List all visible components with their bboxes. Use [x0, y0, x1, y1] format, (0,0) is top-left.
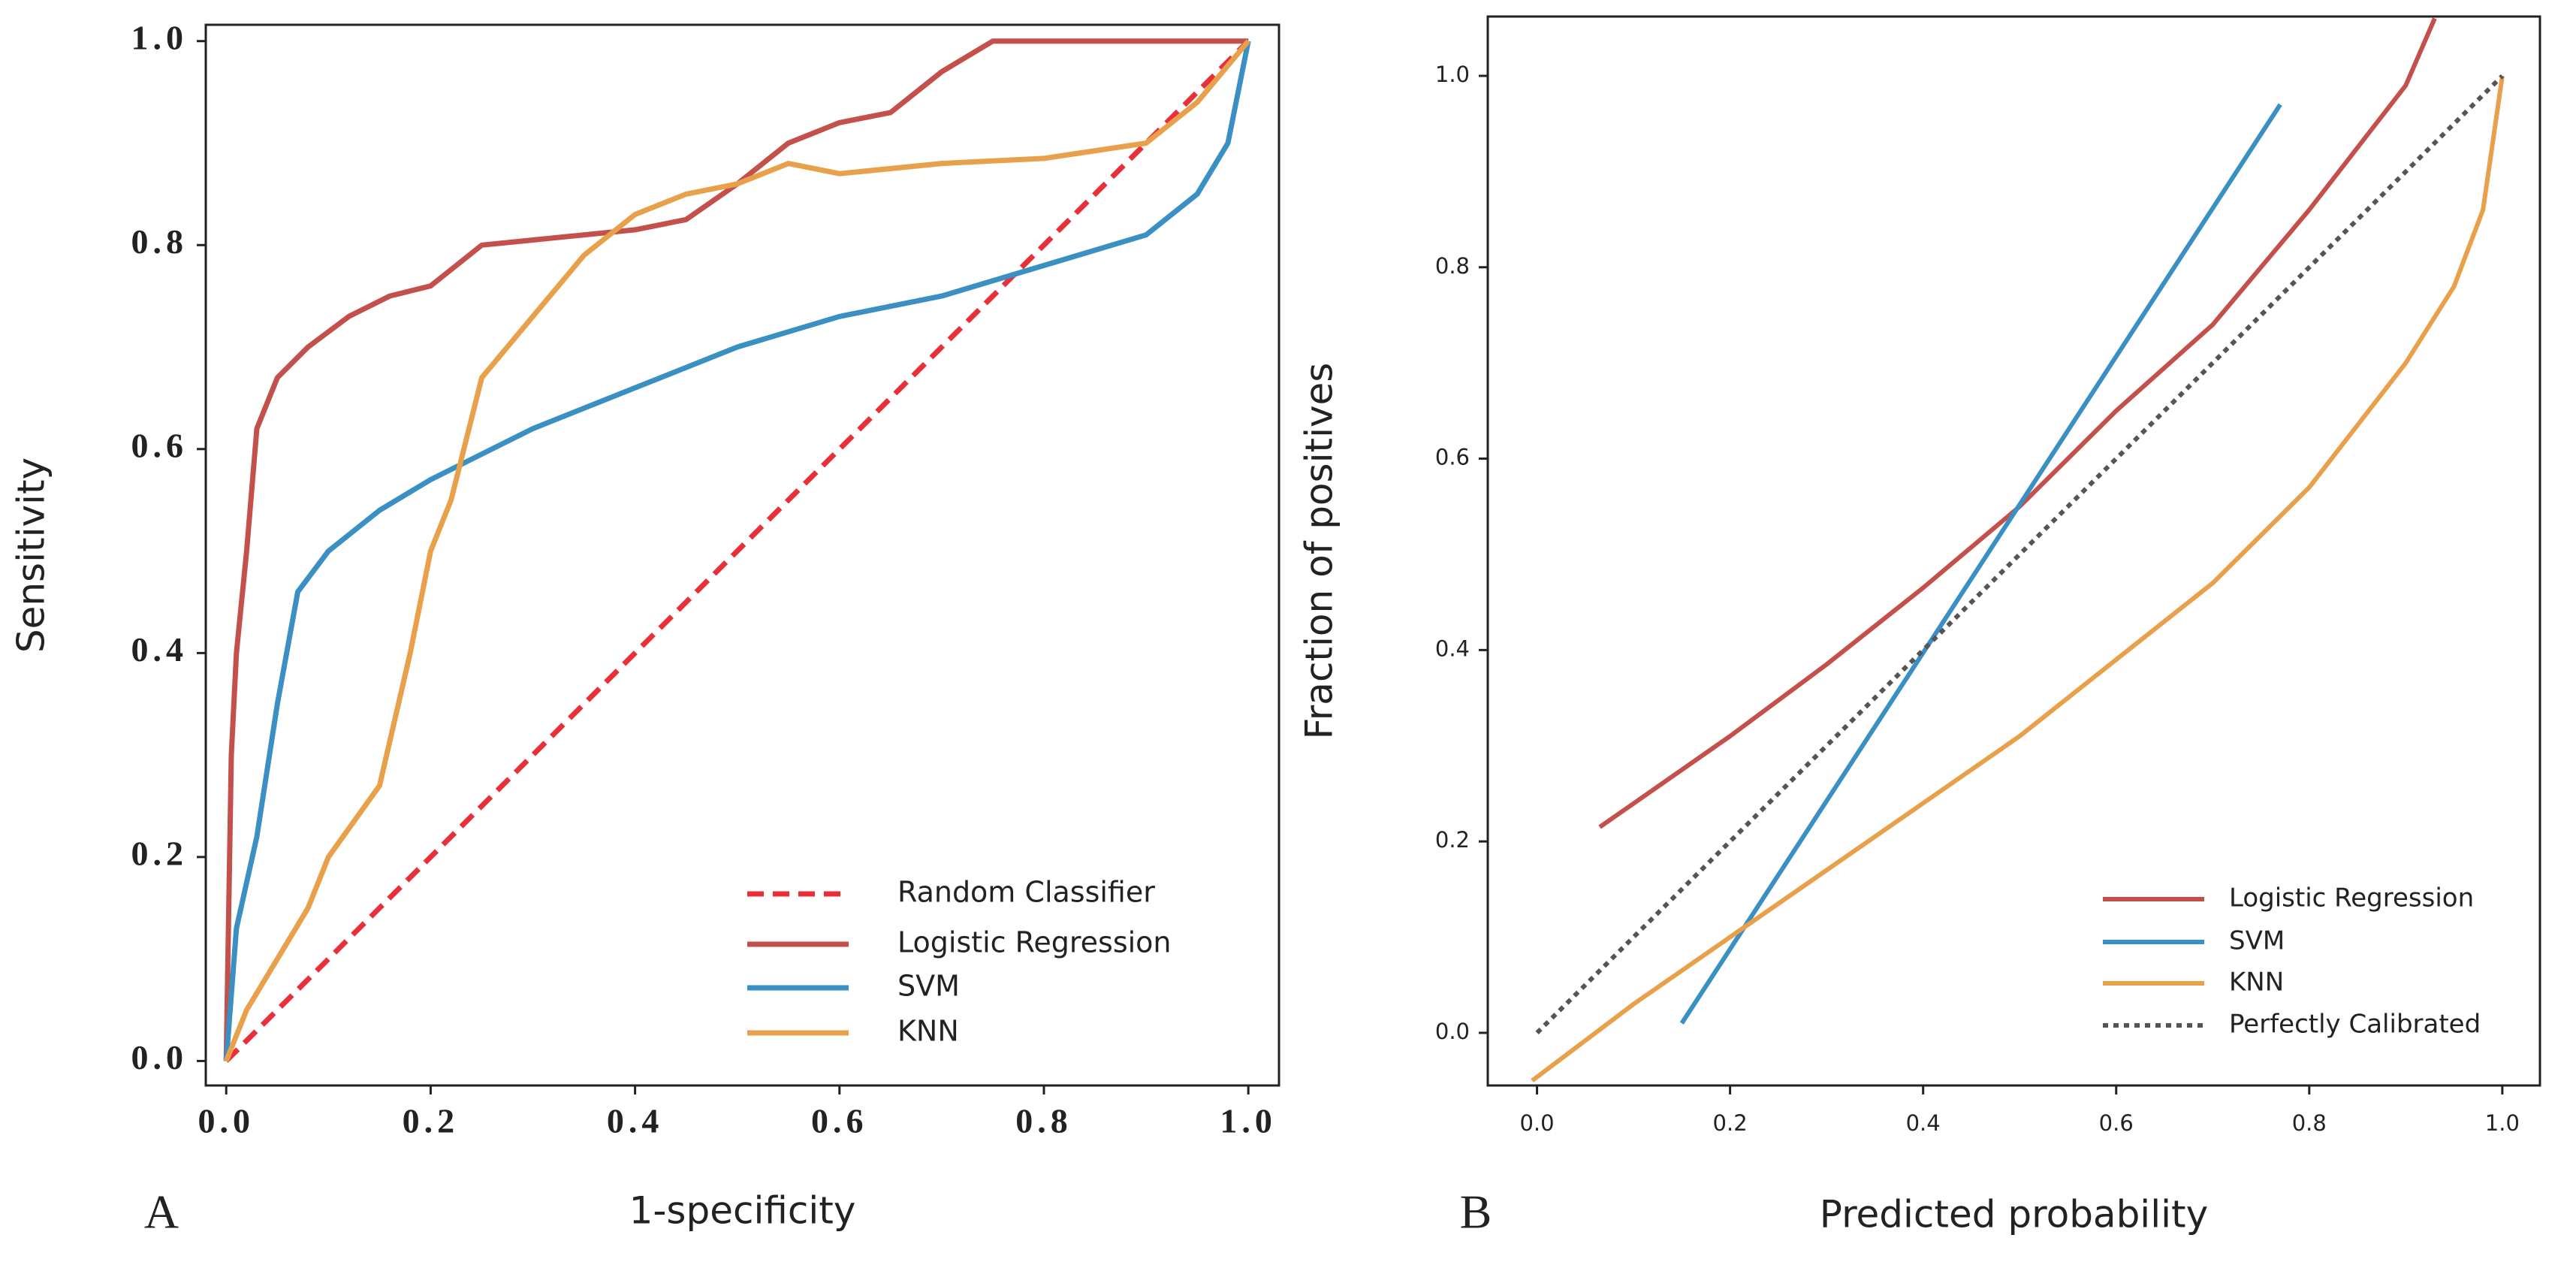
legend-label: Random Classifier: [897, 876, 1155, 909]
x-tick-label: 0.8: [1015, 1102, 1072, 1140]
x-tick-label: 0.4: [607, 1102, 664, 1140]
y-tick-label: 0.2: [131, 834, 189, 872]
x-tick-label: 0.0: [1519, 1110, 1554, 1136]
series-line: [1679, 103, 2282, 1025]
y-tick-label: 0.0: [131, 1038, 189, 1076]
y-tick-label: 1.0: [131, 18, 189, 56]
series-line: [1531, 75, 2505, 1082]
x-tick-label: 1.0: [2485, 1110, 2520, 1136]
legend-label: Logistic Regression: [897, 926, 1172, 959]
y-tick-label: 0.8: [131, 222, 189, 261]
legend-label: SVM: [897, 970, 960, 1003]
panel-label: B: [1460, 1185, 1492, 1239]
x-tick-label: 0.6: [2099, 1110, 2134, 1136]
x-tick-label: 0.6: [811, 1102, 868, 1140]
x-axis-label: 1-specificity: [629, 1189, 856, 1233]
x-axis-label: Predicted probability: [1820, 1193, 2208, 1236]
y-axis-label: Fraction of positives: [1298, 363, 1341, 740]
legend-label: KNN: [897, 1015, 959, 1048]
y-tick-label: 0.6: [1435, 445, 1470, 470]
legend-label: SVM: [2229, 926, 2285, 956]
x-tick-label: 0.4: [1906, 1110, 1941, 1136]
legend-label: Logistic Regression: [2229, 883, 2474, 913]
series-line: [1598, 17, 2437, 829]
legend-label: KNN: [2229, 968, 2284, 998]
y-tick-label: 1.0: [1435, 62, 1470, 87]
plot-frame: [204, 23, 1280, 1087]
series-line: [223, 38, 1249, 1061]
series-line: [223, 39, 1250, 1062]
series-line: [223, 41, 1251, 1061]
y-tick-label: 0.4: [1435, 636, 1470, 661]
y-tick-label: 0.6: [131, 426, 189, 464]
y-tick-label: 0.4: [131, 630, 189, 669]
panel-label: A: [144, 1185, 179, 1239]
x-tick-label: 1.0: [1220, 1102, 1277, 1140]
y-axis-label: Sensitivity: [10, 457, 53, 653]
plot-frame: [1486, 15, 2541, 1087]
y-tick-label: 0.0: [1435, 1019, 1470, 1044]
y-tick-label: 0.8: [1435, 253, 1470, 279]
x-tick-label: 0.2: [403, 1102, 460, 1140]
legend-label: Perfectly Calibrated: [2229, 1010, 2481, 1040]
series-line: [224, 39, 1250, 1063]
x-tick-label: 0.8: [2292, 1110, 2327, 1136]
x-tick-label: 0.2: [1713, 1110, 1748, 1136]
x-tick-label: 0.0: [198, 1102, 255, 1140]
y-tick-label: 0.2: [1435, 827, 1470, 853]
